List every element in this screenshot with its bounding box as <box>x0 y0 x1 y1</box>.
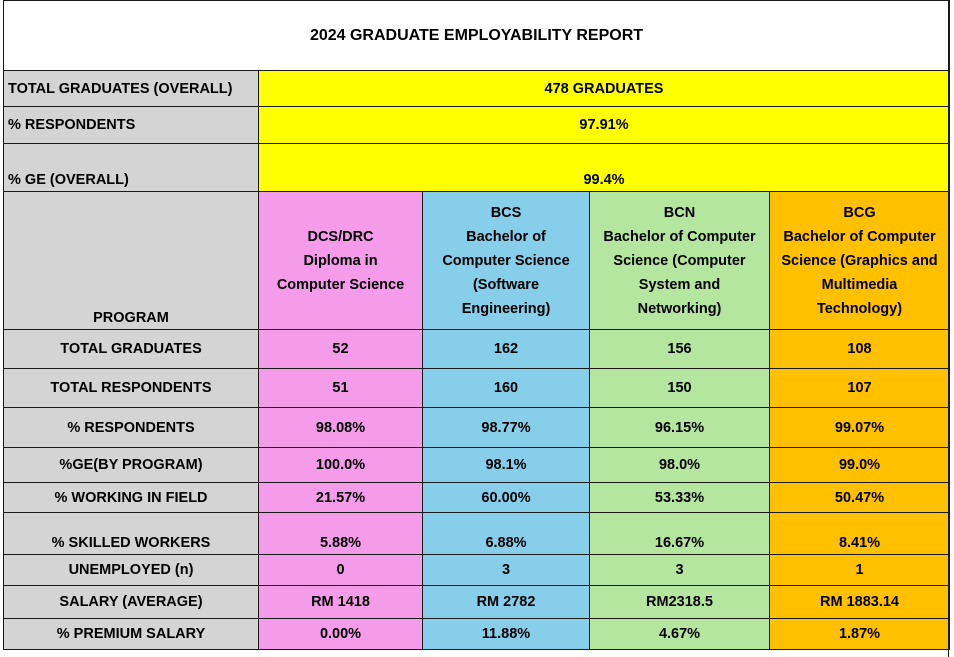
cell-bcs[interactable]: 98.1% <box>422 447 590 483</box>
cell-bcs[interactable]: 160 <box>422 368 590 408</box>
cell-bcg[interactable]: 107 <box>769 368 950 408</box>
row-label[interactable]: %GE(BY PROGRAM) <box>3 447 259 483</box>
program-line: Bachelor of Computer <box>603 228 756 245</box>
cell-bcs[interactable]: 60.00% <box>422 482 590 513</box>
cell-bcs[interactable]: 98.77% <box>422 407 590 448</box>
cell-bcn[interactable]: 4.67% <box>589 618 770 650</box>
summary-label-respondents[interactable]: % RESPONDENTS <box>3 106 259 144</box>
program-line: (Software <box>472 276 540 293</box>
table-row: UNEMPLOYED (n) 0 3 3 1 <box>3 554 950 586</box>
cell-dcs[interactable]: 98.08% <box>258 407 423 448</box>
table-row: % SKILLED WORKERS 5.88% 6.88% 16.67% 8.4… <box>3 512 950 555</box>
cell-bcn[interactable]: 150 <box>589 368 770 408</box>
program-label[interactable]: PROGRAM <box>3 191 259 330</box>
program-header-bcs[interactable]: BCS Bachelor of Computer Science (Softwa… <box>422 191 590 330</box>
cell-bcn[interactable]: 98.0% <box>589 447 770 483</box>
cell-bcg[interactable]: 99.0% <box>769 447 950 483</box>
table-row: SALARY (AVERAGE) RM 1418 RM 2782 RM2318.… <box>3 585 950 619</box>
cell-bcg[interactable]: 108 <box>769 329 950 369</box>
summary-value-ge-overall[interactable]: 99.4% <box>258 143 950 192</box>
table-row: % WORKING IN FIELD 21.57% 60.00% 53.33% … <box>3 482 950 513</box>
employability-table: 2024 GRADUATE EMPLOYABILITY REPORT TOTAL… <box>3 0 950 650</box>
cell-dcs[interactable]: 5.88% <box>258 512 423 555</box>
program-line: Diploma in <box>303 252 378 269</box>
cell-dcs[interactable]: 0 <box>258 554 423 586</box>
cell-dcs[interactable]: 0.00% <box>258 618 423 650</box>
program-header-bcn[interactable]: BCN Bachelor of Computer Science (Comput… <box>589 191 770 330</box>
table-row: TOTAL GRADUATES 52 162 156 108 <box>3 329 950 369</box>
row-label[interactable]: TOTAL RESPONDENTS <box>3 368 259 408</box>
cell-dcs[interactable]: 52 <box>258 329 423 369</box>
cell-dcs[interactable]: RM 1418 <box>258 585 423 619</box>
cell-bcs[interactable]: 6.88% <box>422 512 590 555</box>
summary-label-ge-overall[interactable]: % GE (OVERALL) <box>3 143 259 192</box>
program-line: Bachelor of Computer <box>783 228 936 245</box>
program-line: Networking) <box>637 300 722 317</box>
program-line: Multimedia <box>821 276 898 293</box>
cell-bcs[interactable]: 162 <box>422 329 590 369</box>
cell-dcs[interactable]: 100.0% <box>258 447 423 483</box>
cell-bcn[interactable]: 156 <box>589 329 770 369</box>
row-label[interactable]: UNEMPLOYED (n) <box>3 554 259 586</box>
summary-label-total-graduates[interactable]: TOTAL GRADUATES (OVERALL) <box>3 70 259 107</box>
program-line: DCS/DRC <box>307 228 374 245</box>
cell-bcs[interactable]: 3 <box>422 554 590 586</box>
summary-value-respondents[interactable]: 97.91% <box>258 106 950 144</box>
table-row: % RESPONDENTS 98.08% 98.77% 96.15% 99.07… <box>3 407 950 448</box>
cell-bcn[interactable]: 16.67% <box>589 512 770 555</box>
cell-bcg[interactable]: 1.87% <box>769 618 950 650</box>
report-title[interactable]: 2024 GRADUATE EMPLOYABILITY REPORT <box>3 0 950 71</box>
program-line: Computer Science <box>442 252 570 269</box>
program-line: BCN <box>663 204 696 221</box>
cell-bcn[interactable]: 3 <box>589 554 770 586</box>
row-label[interactable]: % SKILLED WORKERS <box>3 512 259 555</box>
cell-bcg[interactable]: 99.07% <box>769 407 950 448</box>
row-label[interactable]: % WORKING IN FIELD <box>3 482 259 513</box>
program-line: System and <box>638 276 721 293</box>
table-row: %GE(BY PROGRAM) 100.0% 98.1% 98.0% 99.0% <box>3 447 950 483</box>
cell-bcn[interactable]: RM2318.5 <box>589 585 770 619</box>
program-line: Bachelor of <box>466 228 546 245</box>
row-label[interactable]: % PREMIUM SALARY <box>3 618 259 650</box>
cell-bcs[interactable]: RM 2782 <box>422 585 590 619</box>
cell-dcs[interactable]: 21.57% <box>258 482 423 513</box>
program-line: Computer Science <box>276 276 405 293</box>
cell-bcg[interactable]: RM 1883.14 <box>769 585 950 619</box>
cell-bcg[interactable]: 1 <box>769 554 950 586</box>
program-line: BCG <box>843 204 876 221</box>
program-header-bcg[interactable]: BCG Bachelor of Computer Science (Graphi… <box>769 191 950 330</box>
row-label[interactable]: SALARY (AVERAGE) <box>3 585 259 619</box>
sheet-edge <box>948 0 949 657</box>
program-line: Science (Computer <box>613 252 746 269</box>
table-row: % PREMIUM SALARY 0.00% 11.88% 4.67% 1.87… <box>3 618 950 650</box>
cell-bcn[interactable]: 53.33% <box>589 482 770 513</box>
cell-bcs[interactable]: 11.88% <box>422 618 590 650</box>
cell-bcn[interactable]: 96.15% <box>589 407 770 448</box>
row-label[interactable]: % RESPONDENTS <box>3 407 259 448</box>
program-line: Engineering) <box>461 300 551 317</box>
program-line: BCS <box>490 204 522 221</box>
cell-bcg[interactable]: 8.41% <box>769 512 950 555</box>
cell-dcs[interactable]: 51 <box>258 368 423 408</box>
program-header-dcs[interactable]: DCS/DRC Diploma in Computer Science <box>258 191 423 330</box>
cell-bcg[interactable]: 50.47% <box>769 482 950 513</box>
summary-value-total-graduates[interactable]: 478 GRADUATES <box>258 70 950 107</box>
row-label[interactable]: TOTAL GRADUATES <box>3 329 259 369</box>
program-line: Science (Graphics and <box>781 252 938 269</box>
program-line: Technology) <box>816 300 903 317</box>
table-row: TOTAL RESPONDENTS 51 160 150 107 <box>3 368 950 408</box>
